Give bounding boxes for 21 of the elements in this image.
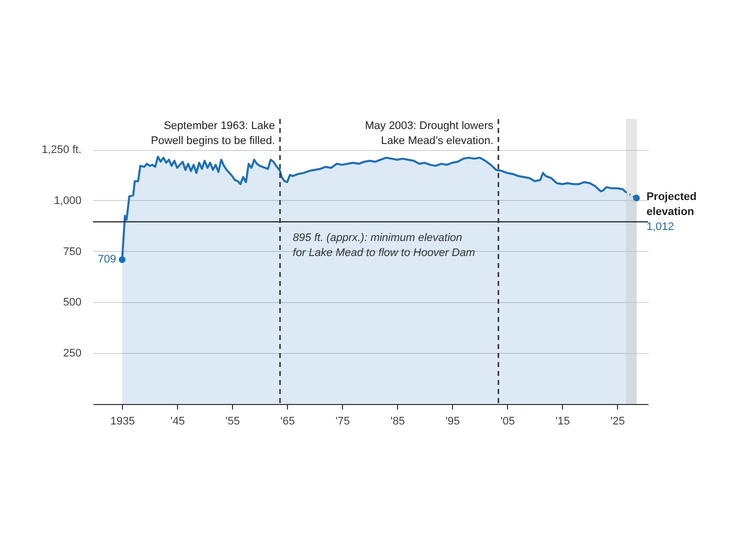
annotation: Projected elevation [646, 190, 697, 218]
data-label: 1,012 [646, 220, 674, 233]
y-tick-label: 1,250 ft. [42, 144, 82, 156]
y-tick-label: 750 [63, 246, 82, 258]
y-tick-label: 1,000 [54, 194, 82, 207]
x-tick-label: '85 [390, 416, 405, 428]
y-tick-label: 250 [63, 348, 82, 360]
x-tick-label: '15 [556, 416, 570, 428]
x-tick-label: '55 [225, 416, 240, 428]
x-tick-label: '05 [500, 416, 515, 428]
ref-line-label: 895 ft. (apprx.): minimum elevation for Lake Mead to flow to Hoover Dam [292, 232, 476, 259]
x-tick-label: '45 [170, 416, 185, 428]
data-label: 709 [98, 254, 116, 266]
y-tick-label: 500 [63, 296, 82, 309]
ref-line-label: May 2003: Drought lowers Lake Mead’s elevation. [364, 120, 494, 147]
x-tick-label: '25 [610, 416, 625, 428]
x-tick-label: '65 [280, 416, 295, 428]
ref-line-label: September 1963: Lake Powell begins to be filled. [150, 120, 276, 147]
x-tick-label: '75 [336, 416, 350, 428]
x-tick-label: '95 [446, 416, 460, 428]
x-tick-label: 1935 [110, 416, 135, 428]
